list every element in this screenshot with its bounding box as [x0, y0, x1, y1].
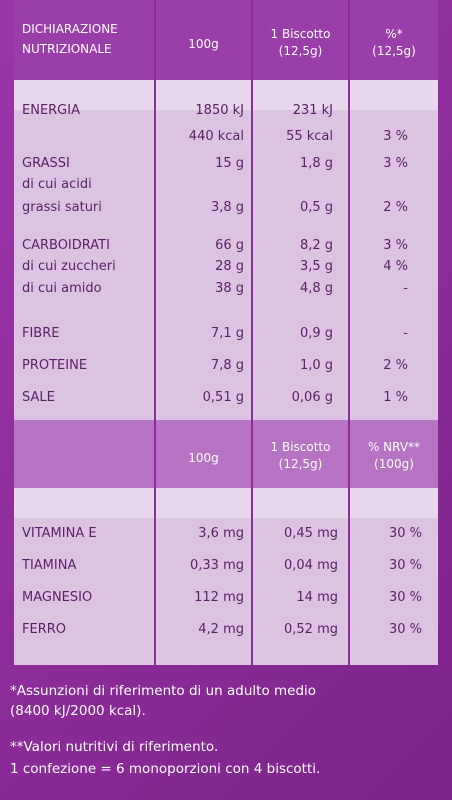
header-label-2: NUTRIZIONALE [22, 42, 112, 56]
nutrient-value-biscotto: 0,5 g [299, 200, 333, 215]
nutrient-value-100g: 7,1 g [210, 326, 244, 341]
nutrient-label: di cui zuccheri [22, 259, 116, 274]
nutrient-pct: 3 % [383, 129, 408, 144]
vitamin-value-100g: 0,33 mg [190, 558, 244, 573]
nutrient-value-biscotto: 1,8 g [299, 156, 333, 171]
footnote-2: (8400 kJ/2000 kcal). [10, 703, 146, 719]
nutrient-value-biscotto: 8,2 g [299, 238, 333, 253]
col-divider-3 [348, 0, 350, 665]
header2-100g: 100g [188, 451, 219, 465]
vitamin-value-biscotto: 0,04 mg [284, 558, 338, 573]
vitamin-value-biscotto: 14 mg [296, 590, 338, 605]
nutrient-pct: 3 % [383, 156, 408, 171]
nutrient-label: PROTEINE [22, 358, 88, 373]
footnote-3: **Valori nutritivi di riferimento. [10, 739, 219, 755]
nutrient-label: grassi saturi [22, 200, 102, 215]
nutrient-value-biscotto: 55 kcal [286, 129, 333, 144]
nutrient-value-100g: 0,51 g [202, 390, 244, 405]
nutrient-value-100g: 28 g [215, 259, 244, 274]
header-100g: 100g [188, 37, 219, 51]
vitamin-label: VITAMINA E [22, 526, 97, 541]
nutrient-pct: 2 % [383, 358, 408, 373]
nutrient-value-100g: 15 g [215, 156, 244, 171]
nutrient-value-100g: 7,8 g [210, 358, 244, 373]
nutrient-value-100g: 66 g [215, 238, 244, 253]
vitamin-value-100g: 112 mg [194, 590, 244, 605]
vitamin-value-biscotto: 0,52 mg [284, 622, 338, 637]
vitamin-nrv: 30 % [388, 622, 422, 637]
vitamin-value-100g: 4,2 mg [198, 622, 244, 637]
header2-nrv: % NRV** [367, 440, 421, 454]
nutrient-label: di cui amido [22, 281, 102, 296]
vitamin-value-biscotto: 0,45 mg [284, 526, 338, 541]
spacer-band-2 [14, 488, 438, 518]
nutrient-value-biscotto: 4,8 g [299, 281, 333, 296]
nutrient-value-100g: 1850 kJ [195, 103, 244, 118]
vitamin-nrv: 30 % [388, 558, 422, 573]
nutrient-value-biscotto: 3,5 g [299, 259, 333, 274]
vitamin-label: MAGNESIO [22, 590, 93, 605]
header2-biscotto: 1 Biscotto [270, 440, 331, 454]
nutrient-value-100g: 38 g [215, 281, 244, 296]
header-pct-g: (12,5g) [372, 44, 416, 58]
nutrient-label: GRASSI [22, 156, 70, 171]
header2-nrv-g: (100g) [374, 457, 414, 471]
header-band [14, 0, 438, 80]
nutrient-value-100g: 440 kcal [188, 129, 244, 144]
vitamin-label: FERRO [22, 622, 66, 637]
nutrient-value-biscotto: 0,06 g [291, 390, 333, 405]
footnote-4: 1 confezione = 6 monoporzioni con 4 bisc… [10, 761, 321, 777]
vitamin-label: TIAMINA [22, 558, 77, 573]
vitamin-value-100g: 3,6 mg [198, 526, 244, 541]
header-pct: %* [385, 27, 403, 41]
header-label-1: DICHIARAZIONE [22, 22, 118, 36]
header2-band [14, 420, 438, 488]
nutrient-value-biscotto: 0,9 g [299, 326, 333, 341]
nutrient-pct: 4 % [383, 259, 408, 274]
nutrient-pct: 3 % [383, 238, 408, 253]
header2-biscotto-g: (12,5g) [278, 457, 323, 471]
col-divider-1 [154, 0, 156, 665]
nutrient-label: ENERGIA [22, 103, 80, 118]
vitamin-nrv: 30 % [388, 590, 422, 605]
header-biscotto-g: (12,5g) [278, 44, 323, 58]
col-divider-2 [251, 0, 253, 665]
nutrition-table: DICHIARAZIONE NUTRIZIONALE 100g 1 Biscot… [14, 0, 438, 665]
vitamin-nrv: 30 % [388, 526, 422, 541]
nutrient-value-biscotto: 231 kJ [292, 103, 333, 118]
nutrient-label: FIBRE [22, 326, 60, 341]
spacer-band [14, 80, 438, 110]
header-biscotto: 1 Biscotto [270, 27, 331, 41]
nutrient-label: CARBOIDRATI [22, 238, 110, 253]
footnote-1: *Assunzioni di riferimento di un adulto … [10, 683, 317, 699]
nutrient-value-biscotto: 1,0 g [299, 358, 333, 373]
nutrient-label: SALE [22, 390, 55, 405]
nutrient-pct: 1 % [383, 390, 408, 405]
nutrient-pct: 2 % [383, 200, 408, 215]
nutrient-pct: - [403, 281, 408, 296]
nutrient-label: di cui acidi [22, 177, 92, 192]
nutrient-value-100g: 3,8 g [210, 200, 244, 215]
nutrient-pct: - [403, 326, 408, 341]
